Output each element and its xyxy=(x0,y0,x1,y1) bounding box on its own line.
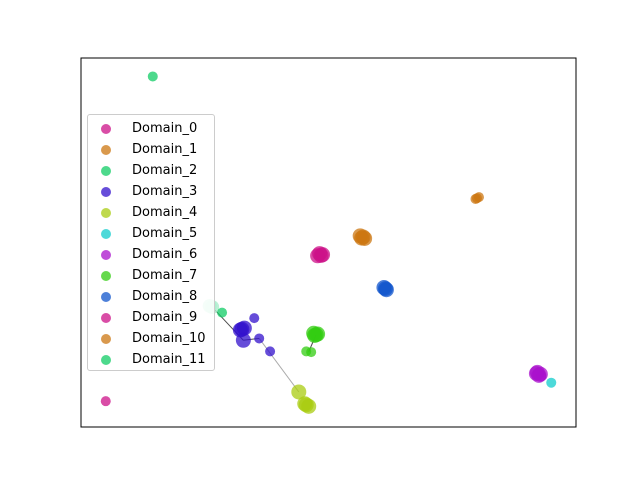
data-point-domain-7-5 xyxy=(306,347,317,358)
legend-item-domain-3: Domain_3 xyxy=(88,182,216,203)
legend-marker xyxy=(101,208,111,218)
legend-item-domain-0: Domain_0 xyxy=(88,119,216,140)
legend-item-domain-7: Domain_7 xyxy=(88,266,216,287)
legend-label: Domain_3 xyxy=(132,184,198,199)
legend-label: Domain_0 xyxy=(132,121,198,136)
legend-marker xyxy=(101,124,111,134)
data-point-domain-4-0 xyxy=(291,384,307,400)
legend-marker xyxy=(101,250,111,260)
data-point-domain-3-6 xyxy=(265,346,276,357)
legend-item-domain-4: Domain_4 xyxy=(88,203,216,224)
data-point-domain-0-4 xyxy=(100,396,111,407)
legend-label: Domain_7 xyxy=(132,268,198,283)
legend-label: Domain_1 xyxy=(132,142,198,157)
legend-item-domain-5: Domain_5 xyxy=(88,224,216,245)
legend-label: Domain_8 xyxy=(132,289,198,304)
data-point-domain-3-4 xyxy=(249,313,260,324)
legend-label: Domain_2 xyxy=(132,163,198,178)
legend-marker xyxy=(101,166,111,176)
legend-marker xyxy=(101,334,111,344)
data-point-domain-8-2 xyxy=(378,282,394,298)
data-point-domain-4-3 xyxy=(297,396,313,412)
legend-item-domain-10: Domain_10 xyxy=(88,329,216,350)
data-point-domain-5-0 xyxy=(546,377,557,388)
legend-label: Domain_6 xyxy=(132,247,198,262)
legend-marker xyxy=(101,145,111,155)
legend-label: Domain_4 xyxy=(132,205,198,220)
legend: Domain_0 Domain_1 Domain_2 Domain_3 Domain_4… xyxy=(87,114,215,371)
legend-item-domain-9: Domain_9 xyxy=(88,308,216,329)
legend-item-domain-6: Domain_6 xyxy=(88,245,216,266)
legend-marker xyxy=(101,271,111,281)
legend-label: Domain_11 xyxy=(132,352,206,367)
legend-marker xyxy=(101,355,111,365)
data-point-domain-6-4 xyxy=(536,371,547,382)
legend-marker xyxy=(101,313,111,323)
legend-item-domain-11: Domain_11 xyxy=(88,350,216,371)
data-point-domain-3-5 xyxy=(254,333,265,344)
data-point-domain-1-6 xyxy=(470,193,481,204)
data-point-domain-1-3 xyxy=(354,230,370,246)
data-point-domain-7-3 xyxy=(307,327,323,343)
data-point-domain-2-1 xyxy=(217,307,228,318)
legend-item-domain-8: Domain_8 xyxy=(88,287,216,308)
legend-item-domain-2: Domain_2 xyxy=(88,161,216,182)
data-point-domain-3-3 xyxy=(235,332,251,348)
legend-marker xyxy=(101,229,111,239)
legend-label: Domain_10 xyxy=(132,331,206,346)
legend-item-domain-1: Domain_1 xyxy=(88,140,216,161)
legend-label: Domain_5 xyxy=(132,226,198,241)
legend-marker xyxy=(101,292,111,302)
data-point-domain-2-0 xyxy=(147,71,158,82)
connection-line-2 xyxy=(258,338,300,393)
legend-label: Domain_9 xyxy=(132,310,198,325)
data-point-domain-0-3 xyxy=(312,246,328,262)
legend-marker xyxy=(101,187,111,197)
